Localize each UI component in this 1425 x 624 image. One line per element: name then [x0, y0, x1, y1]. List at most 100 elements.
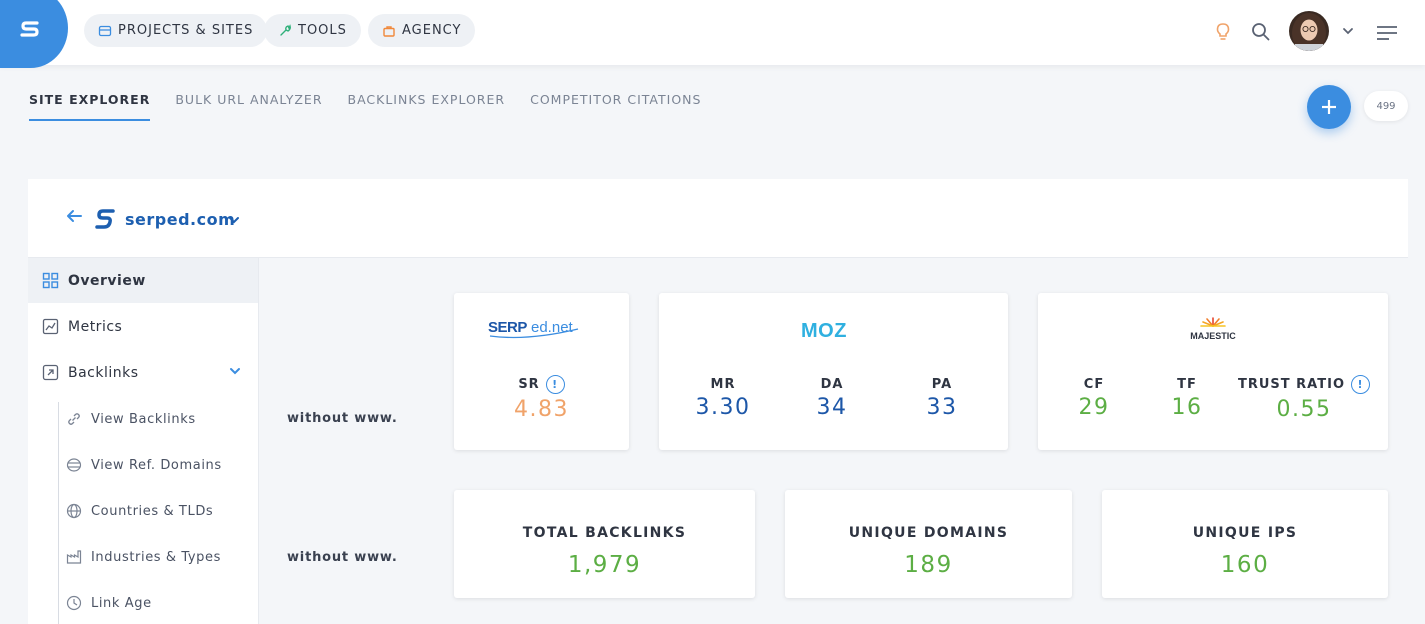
mr-label: MR [710, 377, 736, 392]
serped-brand-logo: SERP ed.net [488, 319, 579, 339]
domain-selector[interactable]: serped.com [125, 210, 236, 229]
mr-value: 3.30 [695, 395, 751, 420]
da-label: DA [820, 377, 844, 392]
clock-icon [66, 595, 82, 611]
credits-counter: 499 [1364, 91, 1408, 121]
sidebar-subitem-link-age[interactable]: Link Age [66, 588, 152, 618]
layers-icon [98, 25, 112, 36]
subitem-label: Industries & Types [91, 549, 221, 565]
chevron-down-icon[interactable] [1342, 27, 1354, 35]
tab-competitor-citations[interactable]: COMPETITOR CITATIONS [530, 92, 702, 107]
cf-metric: CF 29 [1064, 377, 1124, 420]
row-label-metrics: without www. [287, 411, 398, 426]
lightbulb-icon[interactable] [1215, 22, 1231, 42]
sidebar-item-label: Overview [68, 272, 146, 289]
chevron-down-icon[interactable] [229, 366, 241, 376]
serped-card: SERP ed.net SR! 4.83 [454, 293, 629, 450]
briefcase-icon [383, 25, 395, 37]
trust-ratio-metric: TRUST RATIO! 0.55 [1234, 375, 1374, 422]
sidebar-subitem-industries-types[interactable]: Industries & Types [66, 542, 221, 572]
wrench-icon [280, 23, 291, 36]
plus-icon [1322, 100, 1336, 114]
tab-bulk-url-analyzer[interactable]: BULK URL ANALYZER [175, 92, 323, 107]
nav-projects-sites[interactable]: PROJECTS & SITES [84, 14, 268, 47]
row-label-totals: without www. [287, 550, 398, 565]
subitem-label: Link Age [91, 595, 152, 611]
svg-text:MOZ: MOZ [801, 320, 847, 341]
svg-text:SERP: SERP [488, 319, 527, 336]
sidebar-item-metrics[interactable]: Metrics [28, 304, 258, 349]
tab-backlinks-explorer[interactable]: BACKLINKS EXPLORER [347, 92, 506, 107]
sidebar-item-overview[interactable]: Overview [28, 258, 258, 303]
total-backlinks-value: 1,979 [567, 552, 642, 578]
add-button[interactable] [1307, 85, 1351, 129]
unique-ips-label: UNIQUE IPS [1192, 525, 1298, 541]
sr-label: SR! [454, 375, 629, 394]
info-icon[interactable]: ! [1351, 375, 1370, 394]
search-icon[interactable] [1251, 22, 1270, 41]
total-backlinks-label: TOTAL BACKLINKS [522, 525, 687, 541]
cf-label: CF [1083, 377, 1105, 392]
submenu-guide [58, 402, 59, 624]
menu-icon[interactable] [1375, 24, 1399, 42]
app-logo[interactable] [0, 0, 68, 68]
pa-metric: PA 33 [902, 377, 982, 420]
moz-card: MOZ MR 3.30 DA 34 PA 33 [659, 293, 1008, 450]
link-icon [68, 413, 80, 425]
subitem-label: View Backlinks [91, 411, 196, 427]
trust-ratio-value: 0.55 [1276, 397, 1332, 422]
chevron-down-icon[interactable] [228, 215, 240, 225]
unique-ips-card: UNIQUE IPS 160 [1102, 490, 1388, 598]
back-arrow-icon[interactable] [65, 209, 83, 223]
unique-domains-value: 189 [904, 552, 953, 578]
factory-icon [66, 550, 82, 564]
sr-label-text: SR [518, 377, 540, 392]
tool-tabs: SITE EXPLORER BULK URL ANALYZER BACKLINK… [29, 92, 726, 121]
pa-label: PA [931, 377, 953, 392]
link-icon [42, 364, 59, 381]
sidebar-subitem-view-backlinks[interactable]: View Backlinks [66, 404, 196, 434]
site-logo-icon [95, 209, 115, 229]
pa-value: 33 [926, 395, 958, 420]
tf-label: TF [1177, 377, 1197, 392]
total-backlinks-card: TOTAL BACKLINKS 1,979 [454, 490, 755, 598]
tf-value: 16 [1171, 395, 1203, 420]
avatar-portrait-icon [1292, 13, 1326, 51]
sidebar-subitem-view-ref-domains[interactable]: View Ref. Domains [66, 450, 222, 480]
trust-ratio-label-text: TRUST RATIO [1237, 377, 1345, 392]
globe-icon [66, 503, 82, 519]
sidebar-item-backlinks[interactable]: Backlinks [28, 350, 258, 395]
moz-brand-logo: MOZ [801, 320, 847, 341]
subitem-label: Countries & TLDs [91, 503, 214, 519]
server-icon [66, 458, 82, 472]
unique-domains-label: UNIQUE DOMAINS [848, 525, 1009, 541]
cf-value: 29 [1078, 395, 1110, 420]
da-metric: DA 34 [792, 377, 872, 420]
majestic-brand-logo: MAJESTIC [1190, 317, 1236, 341]
chart-icon [42, 318, 59, 335]
info-icon[interactable]: ! [545, 375, 565, 394]
majestic-card: MAJESTIC CF 29 TF 16 TRUST RATIO! 0.55 [1038, 293, 1388, 450]
nav-tools-label: TOOLS [298, 23, 347, 38]
unique-ips-value: 160 [1220, 552, 1270, 578]
sr-metric: SR! 4.83 [454, 375, 629, 422]
trust-ratio-label: TRUST RATIO! [1234, 375, 1374, 394]
da-value: 34 [816, 395, 848, 420]
top-bar: PROJECTS & SITES TOOLS AGENCY [0, 0, 1425, 68]
unique-domains-card: UNIQUE DOMAINS 189 [785, 490, 1072, 598]
user-avatar[interactable] [1289, 11, 1329, 51]
sr-value: 4.83 [514, 397, 569, 422]
nav-agency-label: AGENCY [402, 23, 462, 38]
svg-text:ed.net: ed.net [531, 319, 574, 336]
sidebar-item-label: Metrics [68, 318, 123, 335]
mr-metric: MR 3.30 [683, 377, 763, 420]
sidebar-item-label: Backlinks [68, 364, 139, 381]
subitem-label: View Ref. Domains [91, 457, 222, 473]
serped-logo-icon [20, 21, 39, 37]
nav-agency[interactable]: AGENCY [368, 14, 476, 47]
sidebar-subitem-countries-tlds[interactable]: Countries & TLDs [66, 496, 213, 526]
grid-icon [42, 272, 59, 289]
svg-text:MAJESTIC: MAJESTIC [1190, 331, 1236, 341]
tab-site-explorer[interactable]: SITE EXPLORER [29, 92, 151, 121]
nav-tools[interactable]: TOOLS [264, 14, 361, 47]
